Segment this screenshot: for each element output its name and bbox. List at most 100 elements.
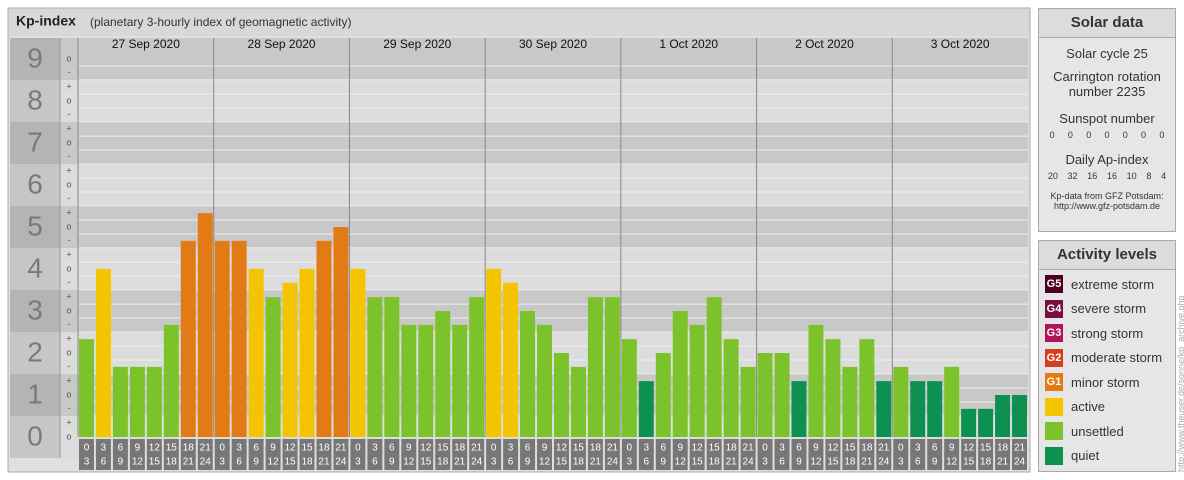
hour-box (961, 439, 977, 470)
hour-end: 9 (525, 457, 531, 468)
hour-box (944, 439, 960, 470)
hour-box (893, 439, 909, 470)
hour-box (537, 439, 552, 470)
hour-box (638, 439, 654, 470)
hour-start: 18 (590, 443, 602, 454)
hour-end: 21 (454, 457, 466, 468)
hour-start: 9 (949, 443, 955, 454)
hour-end: 3 (627, 457, 633, 468)
bar (350, 269, 366, 437)
hour-start: 9 (406, 443, 412, 454)
bar (129, 366, 145, 437)
hour-box (350, 439, 366, 470)
bar (638, 381, 654, 437)
hour-end: 3 (84, 457, 90, 468)
band (10, 374, 1028, 416)
hour-start: 15 (709, 443, 721, 454)
hour-end: 9 (118, 457, 124, 468)
bar (893, 366, 909, 437)
legend-label: extreme storm (1071, 276, 1155, 292)
bar (927, 381, 943, 437)
hour-start: 12 (963, 443, 975, 454)
hour-start: 6 (660, 443, 666, 454)
hour-end: 15 (692, 457, 704, 468)
hour-box (112, 439, 128, 470)
sunspot-title: Sunspot number (1059, 111, 1155, 126)
y-tick-label: 7 (27, 126, 43, 157)
bar (825, 339, 841, 437)
hour-box (248, 439, 264, 470)
date-label: 30 Sep 2020 (519, 37, 587, 51)
hour-box (197, 439, 213, 470)
hour-box (282, 439, 298, 470)
date-label: 28 Sep 2020 (248, 37, 316, 51)
sub-tick-label: + (66, 208, 71, 218)
hour-end: 6 (644, 457, 650, 468)
hour-start: 0 (491, 443, 497, 454)
hour-end: 12 (539, 457, 551, 468)
legend-badge: G3 (1045, 324, 1063, 343)
legend-badge: G2 (1045, 348, 1063, 367)
hour-end: 12 (403, 457, 415, 468)
hour-end: 24 (743, 457, 755, 468)
sub-tick-label: - (68, 361, 71, 371)
hour-box (587, 439, 603, 470)
date-label: 3 Oct 2020 (931, 37, 990, 51)
chart-title: Kp-index (16, 13, 76, 29)
sub-tick-label: - (68, 109, 71, 119)
hour-start: 18 (318, 443, 330, 454)
ap-value: 4 (1161, 171, 1167, 181)
hour-box (367, 439, 383, 470)
hour-start: 21 (607, 443, 619, 454)
hour-start: 15 (573, 443, 585, 454)
bar (537, 324, 552, 437)
band-label-bg (10, 290, 60, 332)
hour-start: 15 (301, 443, 313, 454)
bar (910, 381, 926, 437)
bar (706, 297, 722, 437)
bar (859, 339, 875, 437)
bar (876, 381, 892, 437)
hour-box (723, 439, 739, 470)
hour-end: 18 (980, 457, 992, 468)
sub-tick-label: + (66, 124, 71, 134)
sub-tick-label: - (68, 193, 71, 203)
legend-entry: G1 minor storm (1039, 370, 1175, 395)
bar (469, 297, 485, 437)
hour-end: 9 (660, 457, 666, 468)
sunspot-value: 0 (1067, 130, 1073, 140)
bar (282, 282, 298, 437)
hour-end: 21 (726, 457, 738, 468)
bar (435, 311, 451, 437)
ap-value: 16 (1106, 171, 1117, 181)
hour-end: 3 (219, 457, 225, 468)
bar (214, 240, 230, 437)
bar (367, 297, 383, 437)
hour-end: 3 (355, 457, 361, 468)
bar (112, 366, 128, 437)
hour-end: 12 (132, 457, 144, 468)
hour-start: 18 (454, 443, 466, 454)
y-tick-label: 9 (27, 42, 43, 73)
bar (1012, 395, 1027, 437)
hour-start: 3 (779, 443, 785, 454)
hour-end: 3 (898, 457, 904, 468)
hour-start: 12 (692, 443, 704, 454)
sunspot-value: 0 (1159, 130, 1165, 140)
hour-end: 15 (556, 457, 568, 468)
hour-start: 12 (149, 443, 161, 454)
hour-end: 21 (590, 457, 602, 468)
hour-box (604, 439, 620, 470)
sub-tick-label: o (66, 221, 71, 231)
date-label: 27 Sep 2020 (112, 37, 180, 51)
sub-tick-label: + (66, 82, 71, 92)
hour-start: 15 (166, 443, 178, 454)
bar (248, 269, 264, 437)
bar (774, 353, 790, 437)
hour-start: 6 (389, 443, 395, 454)
hour-box (79, 439, 94, 470)
hour-start: 9 (542, 443, 548, 454)
legend-entry: G5 extreme storm (1039, 272, 1175, 297)
legend-entry: active (1039, 395, 1175, 420)
hour-box (214, 439, 230, 470)
